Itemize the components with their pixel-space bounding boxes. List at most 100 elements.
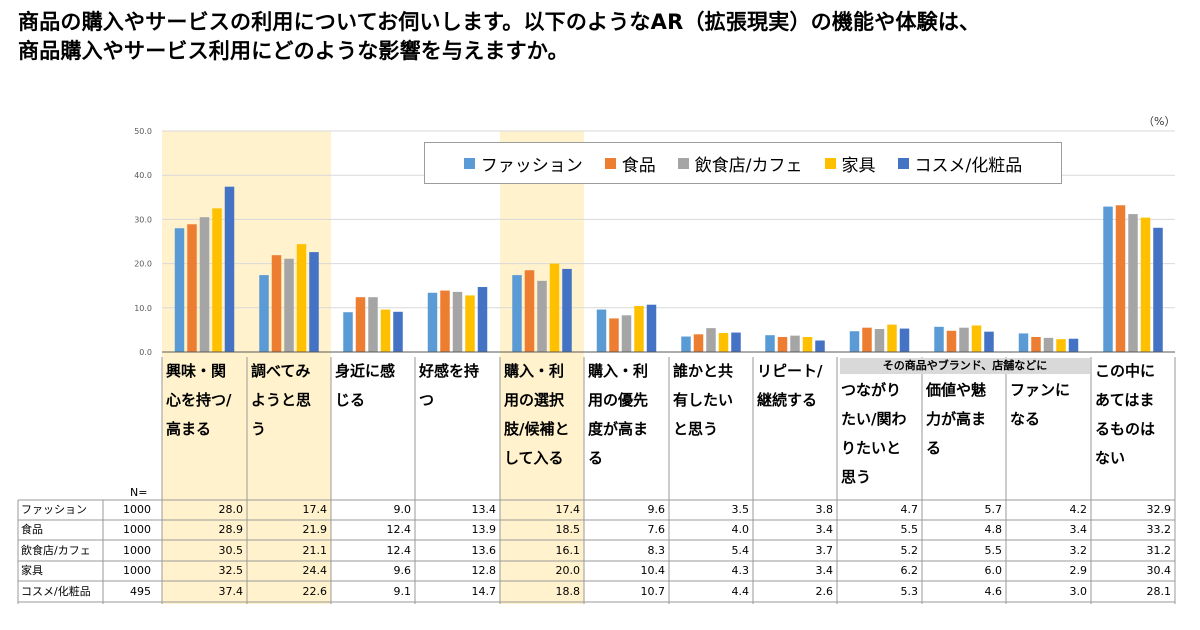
table-value: 3.2 xyxy=(1069,544,1088,557)
bar xyxy=(549,263,560,352)
legend-swatch xyxy=(463,157,475,169)
bar xyxy=(959,327,969,352)
bar xyxy=(1018,333,1029,352)
column-header: この中に あてはま るものは ない xyxy=(1095,362,1156,467)
table-value: 9.6 xyxy=(647,503,666,516)
table-value: 16.1 xyxy=(555,544,581,557)
table-value: 33.2 xyxy=(1146,523,1172,536)
bar xyxy=(296,244,307,352)
table-value: 17.4 xyxy=(302,503,328,516)
bar xyxy=(224,186,235,352)
table-value: 6.2 xyxy=(900,564,919,577)
bar xyxy=(946,330,957,352)
legend-label: 家具 xyxy=(841,155,876,176)
title-line-2: 商品購入やサービス利用にどのような影響を与えますか。 xyxy=(18,39,569,63)
legend-label: コスメ/化粧品 xyxy=(914,155,1023,176)
table-value: 4.7 xyxy=(900,503,919,516)
table-value: 2.6 xyxy=(815,585,834,598)
bar xyxy=(380,309,391,352)
legend-label: 飲食店/カフェ xyxy=(694,155,803,176)
title-line-1: 商品の購入やサービスの利用についてお伺いします。以下のようなAR（拡張現実）の機… xyxy=(18,10,981,34)
chart-legend: ファッション 食品 飲食店/カフェ 家具 コスメ/化粧品 xyxy=(424,142,1062,184)
table-value: 12.8 xyxy=(471,564,497,577)
bar xyxy=(596,309,607,352)
table-value: 9.0 xyxy=(393,503,412,516)
column-header: ファンに なる xyxy=(1010,381,1071,428)
column-header: 価値や魅 力が高ま る xyxy=(926,381,987,457)
bar xyxy=(934,326,944,352)
bar xyxy=(271,255,282,352)
table-value: 5.5 xyxy=(900,523,919,536)
table-value: 5.2 xyxy=(900,544,919,557)
bar xyxy=(681,336,691,352)
y-tick-label: 0.0 xyxy=(139,348,152,357)
row-n: 1000 xyxy=(123,503,151,516)
legend-item: コスメ/化粧品 xyxy=(897,151,1023,176)
bar xyxy=(802,336,813,352)
table-value: 20.0 xyxy=(555,564,581,577)
table-value: 3.7 xyxy=(815,544,834,557)
bar xyxy=(174,228,185,352)
table-value: 3.4 xyxy=(815,564,834,577)
table-value: 21.1 xyxy=(302,544,328,557)
table-value: 3.8 xyxy=(815,503,834,516)
bar xyxy=(706,328,716,352)
bar xyxy=(887,324,897,352)
table-value: 13.4 xyxy=(471,503,497,516)
bar xyxy=(343,312,353,352)
table-value: 5.7 xyxy=(984,503,1003,516)
bar xyxy=(621,315,632,352)
table-value: 9.6 xyxy=(393,564,412,577)
bar xyxy=(440,290,450,352)
bar xyxy=(765,335,775,352)
table-value: 13.9 xyxy=(471,523,497,536)
bar xyxy=(718,332,729,352)
legend-item: 飲食店/カフェ xyxy=(677,151,803,176)
y-tick-label: 20.0 xyxy=(134,260,152,269)
table-value: 12.4 xyxy=(386,544,412,557)
bar xyxy=(368,297,378,352)
legend-label: 食品 xyxy=(621,155,656,176)
table-value: 6.0 xyxy=(984,564,1003,577)
table-value: 30.5 xyxy=(218,544,244,557)
column-header: 調べてみ ようと思 う xyxy=(251,362,312,438)
bar xyxy=(477,287,488,352)
bar xyxy=(971,325,982,352)
bar xyxy=(393,311,403,352)
legend-item: 食品 xyxy=(604,151,656,176)
row-label: 飲食店/カフェ xyxy=(21,544,91,557)
table-value: 4.2 xyxy=(1069,503,1088,516)
row-label: 家具 xyxy=(21,564,43,577)
table-value: 28.1 xyxy=(1146,585,1172,598)
table-value: 5.3 xyxy=(900,585,919,598)
legend-item: 家具 xyxy=(824,151,876,176)
table-value: 5.5 xyxy=(984,544,1003,557)
row-n: 495 xyxy=(130,585,151,598)
column-header: 身近に感 じる xyxy=(335,362,396,409)
table-value: 4.6 xyxy=(984,585,1003,598)
group-label: その商品やブランド、店舗などに xyxy=(840,358,1090,374)
bar xyxy=(309,252,319,352)
legend-swatch xyxy=(897,157,909,169)
table-value: 30.4 xyxy=(1146,564,1172,577)
row-label: ファッション xyxy=(21,503,87,516)
legend-swatch xyxy=(604,157,616,169)
table-value: 18.8 xyxy=(555,585,581,598)
table-value: 4.0 xyxy=(731,523,750,536)
bar xyxy=(874,329,885,352)
bar xyxy=(1043,337,1054,352)
bar xyxy=(1068,338,1079,352)
table-value: 18.5 xyxy=(555,523,581,536)
bar xyxy=(1103,206,1113,352)
row-n: 1000 xyxy=(123,544,151,557)
legend-swatch xyxy=(677,157,689,169)
table-value: 5.4 xyxy=(731,544,750,557)
column-header: 好感を持 つ xyxy=(419,362,480,409)
bar xyxy=(427,292,438,352)
table-value: 28.9 xyxy=(218,523,244,536)
column-header: 購入・利 用の選択 肢/候補と して入る xyxy=(504,362,570,467)
table-value: 17.4 xyxy=(555,503,581,516)
table-value: 4.3 xyxy=(731,564,750,577)
table-value: 10.7 xyxy=(640,585,666,598)
y-tick-label: 40.0 xyxy=(134,171,152,180)
